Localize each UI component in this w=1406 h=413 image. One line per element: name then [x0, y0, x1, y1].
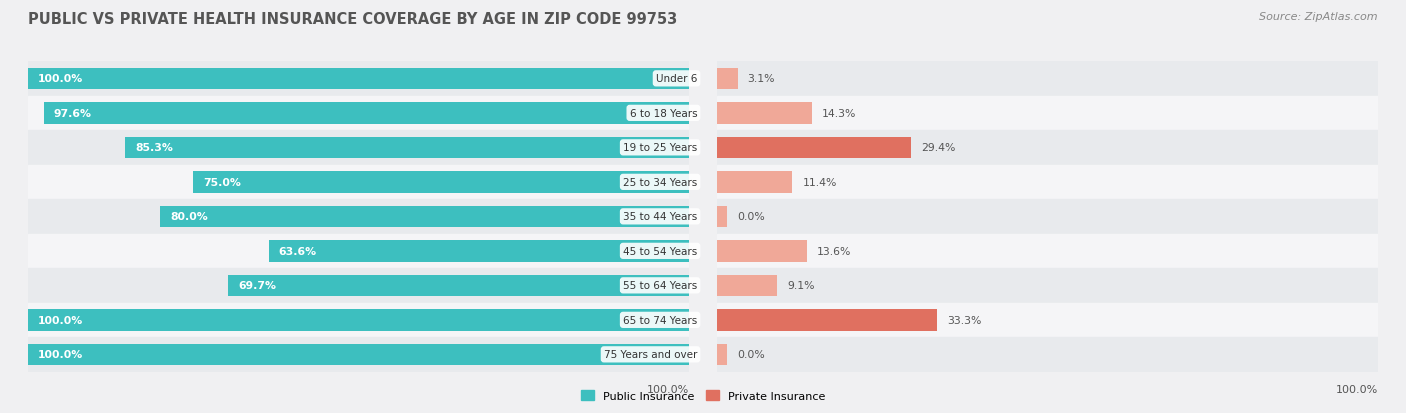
- Text: 0.0%: 0.0%: [737, 212, 765, 222]
- Bar: [160, 206, 689, 228]
- Bar: [28, 303, 689, 337]
- Bar: [28, 199, 689, 234]
- Text: 0.0%: 0.0%: [737, 349, 765, 359]
- Text: 45 to 54 Years: 45 to 54 Years: [623, 246, 697, 256]
- Bar: [28, 234, 689, 268]
- Bar: [28, 337, 689, 372]
- Text: 65 to 74 Years: 65 to 74 Years: [623, 315, 697, 325]
- Bar: [28, 309, 689, 331]
- Text: Source: ZipAtlas.com: Source: ZipAtlas.com: [1260, 12, 1378, 22]
- Bar: [717, 131, 1378, 165]
- Text: 100.0%: 100.0%: [1336, 384, 1378, 394]
- Bar: [717, 240, 807, 262]
- Bar: [717, 165, 1378, 199]
- Text: 25 to 34 Years: 25 to 34 Years: [623, 178, 697, 188]
- Text: 3.1%: 3.1%: [748, 74, 775, 84]
- Bar: [28, 96, 689, 131]
- Text: 55 to 64 Years: 55 to 64 Years: [623, 281, 697, 291]
- Bar: [28, 165, 689, 199]
- Bar: [269, 240, 689, 262]
- Bar: [44, 103, 689, 124]
- Bar: [717, 309, 938, 331]
- Bar: [125, 138, 689, 159]
- Bar: [717, 199, 1378, 234]
- Bar: [28, 131, 689, 165]
- Bar: [717, 62, 1378, 96]
- Text: 63.6%: 63.6%: [278, 246, 316, 256]
- Bar: [28, 268, 689, 303]
- Bar: [28, 62, 689, 96]
- Bar: [228, 275, 689, 297]
- Bar: [717, 344, 727, 365]
- Text: 100.0%: 100.0%: [647, 384, 689, 394]
- Text: 6 to 18 Years: 6 to 18 Years: [630, 109, 697, 119]
- Bar: [194, 172, 689, 193]
- Text: 75 Years and over: 75 Years and over: [603, 349, 697, 359]
- Text: 100.0%: 100.0%: [38, 315, 83, 325]
- Text: 33.3%: 33.3%: [948, 315, 981, 325]
- Text: 97.6%: 97.6%: [53, 109, 91, 119]
- Bar: [717, 103, 811, 124]
- Text: 80.0%: 80.0%: [170, 212, 208, 222]
- Bar: [717, 234, 1378, 268]
- Text: 9.1%: 9.1%: [787, 281, 814, 291]
- Bar: [717, 138, 911, 159]
- Bar: [717, 303, 1378, 337]
- Text: 100.0%: 100.0%: [38, 74, 83, 84]
- Bar: [717, 337, 1378, 372]
- Text: 100.0%: 100.0%: [38, 349, 83, 359]
- Bar: [717, 268, 1378, 303]
- Bar: [717, 206, 727, 228]
- Bar: [28, 344, 689, 365]
- Bar: [717, 69, 738, 90]
- Legend: Public Insurance, Private Insurance: Public Insurance, Private Insurance: [576, 386, 830, 406]
- Text: 14.3%: 14.3%: [821, 109, 856, 119]
- Bar: [28, 69, 689, 90]
- Text: 69.7%: 69.7%: [238, 281, 276, 291]
- Text: 29.4%: 29.4%: [921, 143, 956, 153]
- Bar: [717, 96, 1378, 131]
- Text: Under 6: Under 6: [655, 74, 697, 84]
- Bar: [717, 172, 793, 193]
- Text: 75.0%: 75.0%: [204, 178, 240, 188]
- Text: 35 to 44 Years: 35 to 44 Years: [623, 212, 697, 222]
- Bar: [717, 275, 778, 297]
- Text: 11.4%: 11.4%: [803, 178, 837, 188]
- Text: PUBLIC VS PRIVATE HEALTH INSURANCE COVERAGE BY AGE IN ZIP CODE 99753: PUBLIC VS PRIVATE HEALTH INSURANCE COVER…: [28, 12, 678, 27]
- Text: 13.6%: 13.6%: [817, 246, 851, 256]
- Text: 85.3%: 85.3%: [135, 143, 173, 153]
- Text: 19 to 25 Years: 19 to 25 Years: [623, 143, 697, 153]
